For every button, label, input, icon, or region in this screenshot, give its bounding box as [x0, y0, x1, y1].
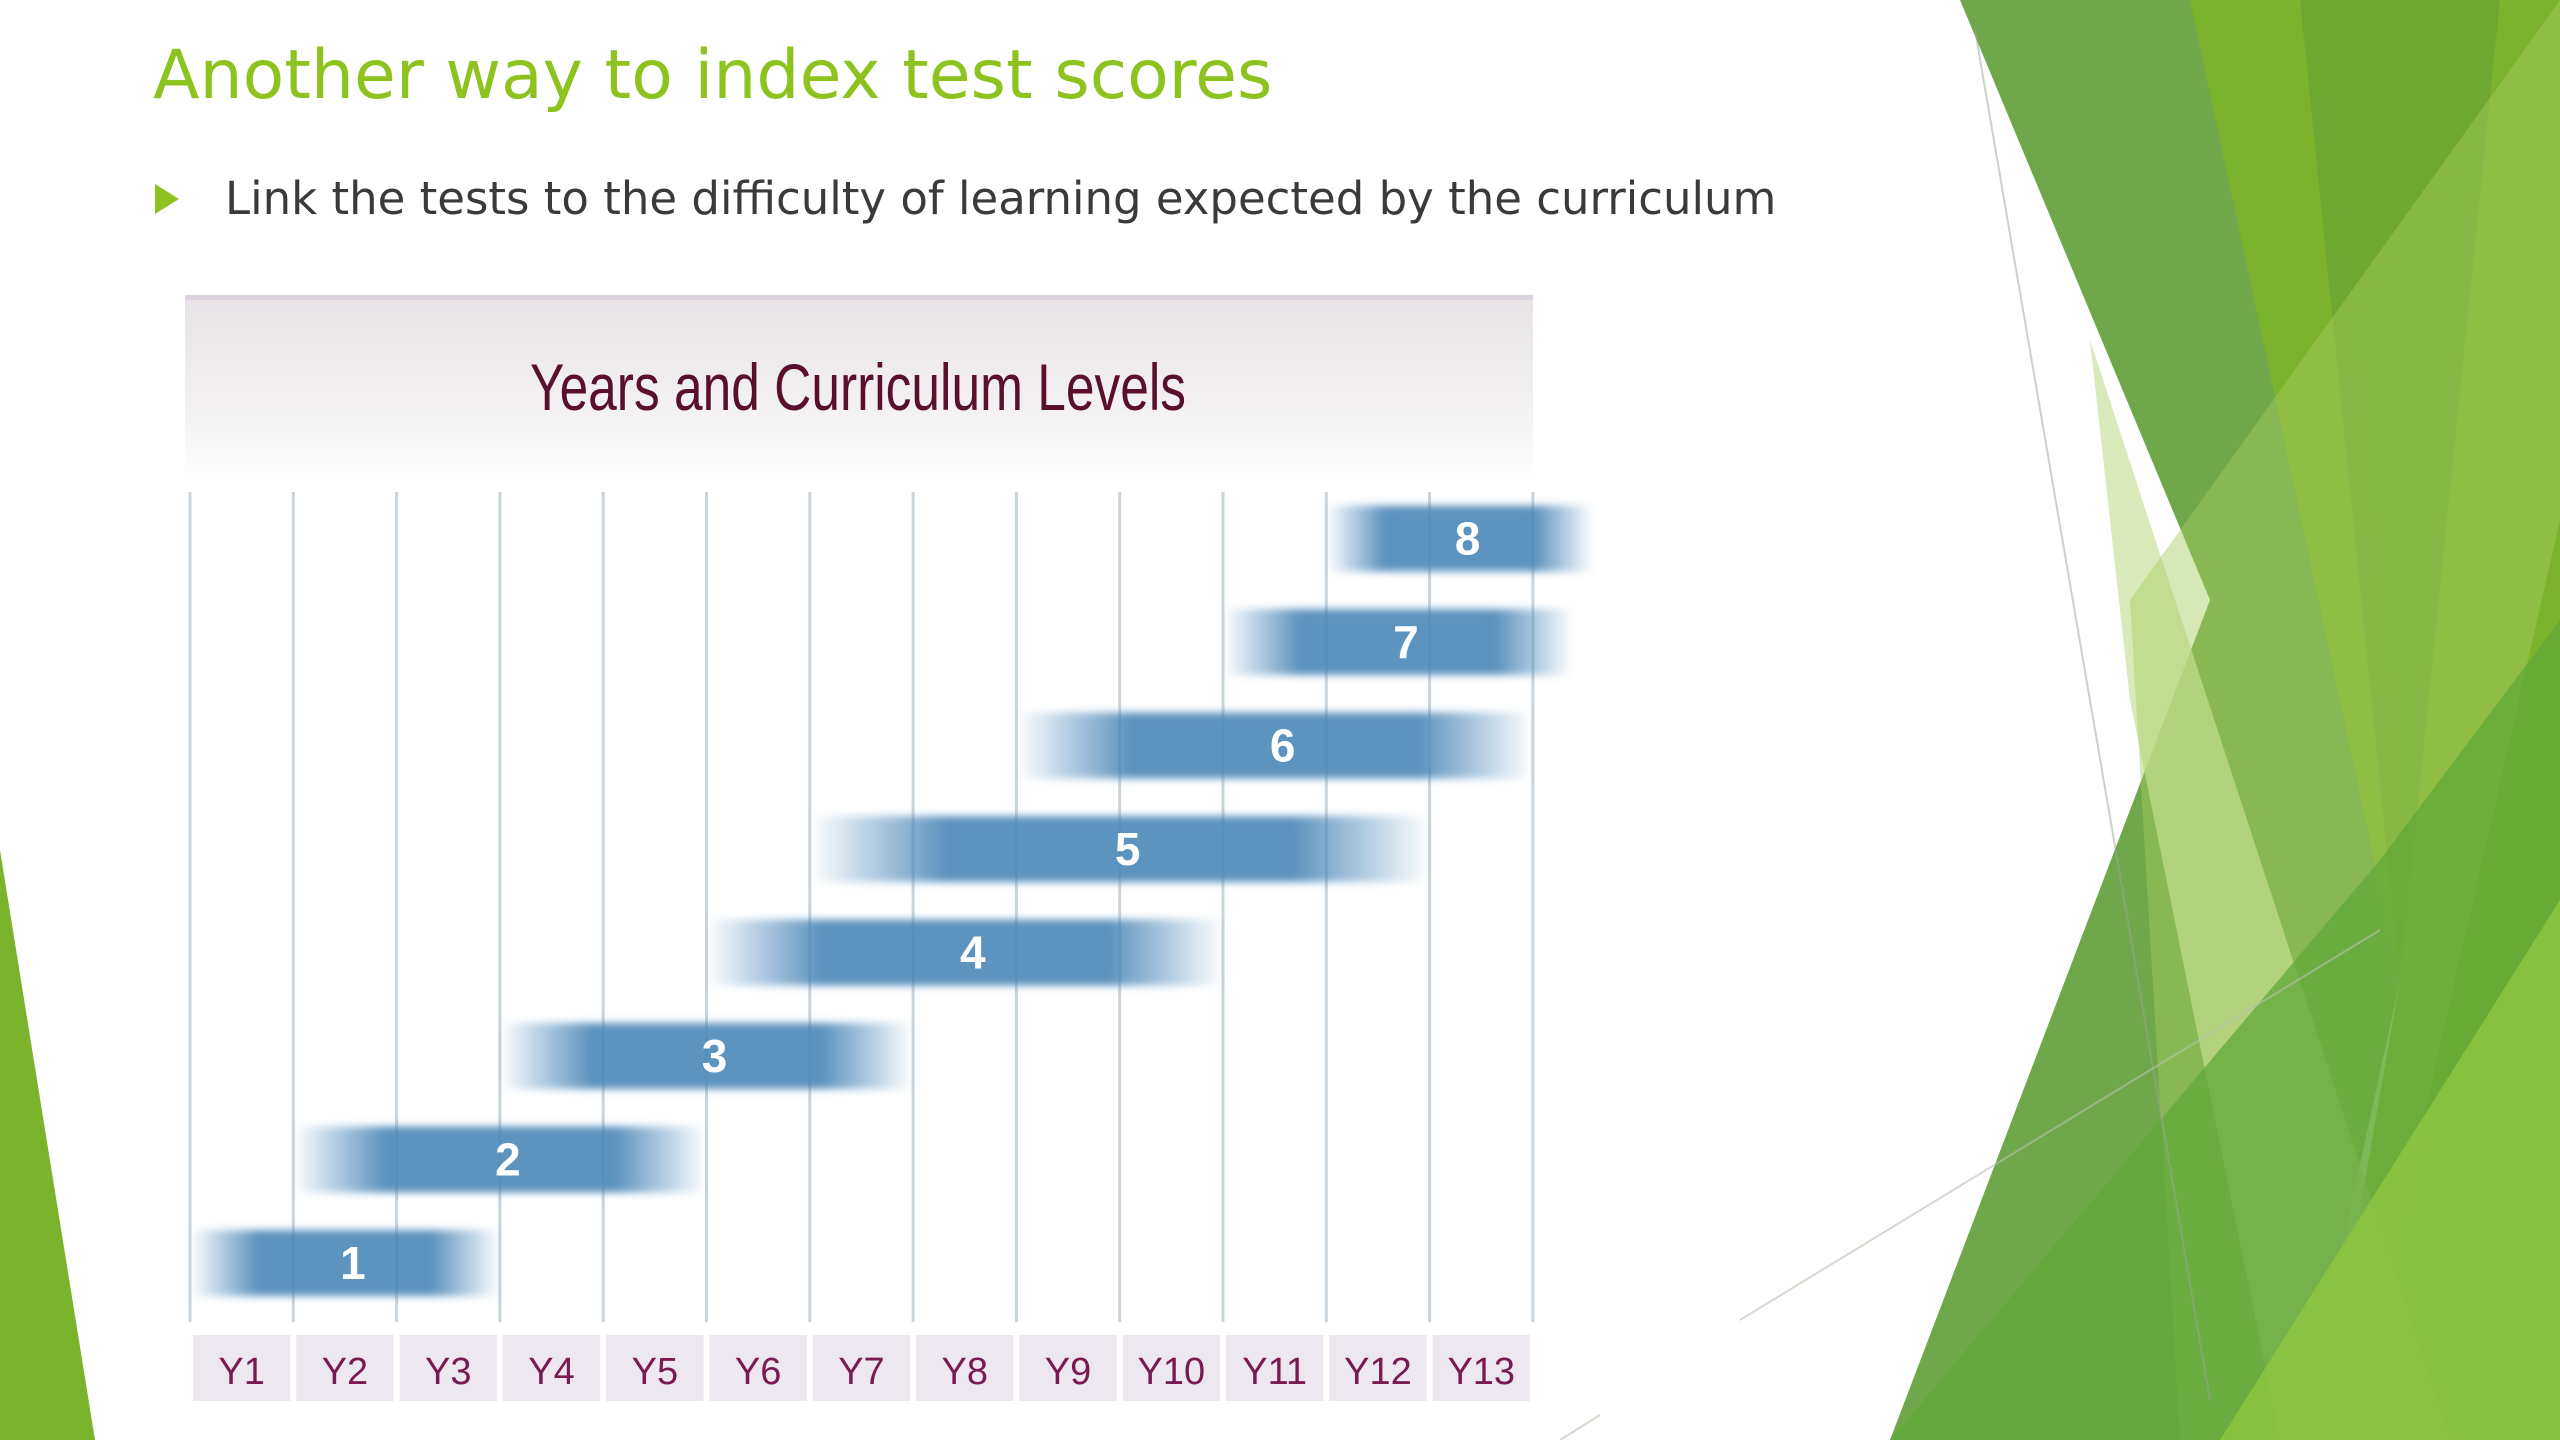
x-tick-label: Y2	[322, 1351, 368, 1393]
bullet-text: Link the tests to the difficulty of lear…	[225, 172, 1777, 225]
x-tick-background	[812, 1335, 911, 1401]
bar-label: 4	[960, 927, 986, 979]
x-tick-label: Y7	[838, 1351, 884, 1393]
x-tick-background	[193, 1335, 291, 1401]
x-tick-label: Y8	[942, 1351, 988, 1393]
x-axis: Y1 Y2 Y3 Y4 Y5 Y6 Y7 Y8 Y9 Y10 Y11 Y12 Y13	[193, 1335, 1530, 1401]
level-bar	[293, 1126, 707, 1193]
chart-header-accent	[185, 295, 1533, 300]
x-tick-label: Y12	[1344, 1351, 1412, 1393]
chart-title: Years and Curriculum Levels	[530, 350, 1186, 425]
x-tick-label: Y13	[1447, 1351, 1515, 1393]
deco-shape	[2300, 0, 2500, 980]
bar-label: 2	[495, 1134, 521, 1186]
bar-label: 5	[1115, 823, 1141, 875]
level-bar	[499, 1023, 914, 1089]
x-tick-background	[606, 1335, 704, 1401]
x-tick-background	[399, 1335, 497, 1401]
x-tick-background	[296, 1335, 394, 1401]
bars: 1 2 3 4 5 6 78	[190, 505, 1593, 1296]
level-bar	[1223, 609, 1573, 675]
deco-shape	[0, 850, 95, 1440]
level-bar	[1016, 712, 1533, 779]
x-tick-label: Y11	[1242, 1351, 1307, 1393]
x-tick-background	[709, 1335, 807, 1401]
deco-line	[1559, 1414, 1601, 1440]
x-tick-label: Y1	[218, 1351, 264, 1393]
chart-header-band	[185, 295, 1533, 485]
level-bar	[1326, 505, 1593, 572]
x-tick-background	[1019, 1335, 1117, 1401]
deco-line	[1974, 29, 2211, 1401]
deco-line	[1739, 929, 2381, 1321]
x-tick-label: Y9	[1045, 1351, 1091, 1393]
x-tick-background	[502, 1335, 601, 1401]
bullet-item: Link the tests to the difficulty of lear…	[155, 172, 1776, 225]
x-tick-background	[1226, 1335, 1324, 1401]
level-bar	[190, 1230, 500, 1296]
x-tick-label: Y4	[528, 1351, 574, 1393]
bar-label: 6	[1270, 720, 1296, 772]
x-tick-background	[1122, 1335, 1220, 1401]
bar-label: 3	[702, 1030, 728, 1082]
slide-title: Another way to index test scores	[153, 36, 1273, 115]
triangle-right-icon	[155, 183, 179, 214]
level-bar	[809, 816, 1430, 882]
bar-label: 7	[1393, 616, 1419, 668]
bar-label: 1	[340, 1237, 366, 1289]
x-tick-label: Y6	[735, 1351, 781, 1393]
x-tick-label: Y3	[425, 1351, 471, 1393]
x-tick-background	[1329, 1335, 1427, 1401]
level-bar	[706, 919, 1223, 986]
x-tick-label: Y5	[632, 1351, 678, 1393]
deco-shape	[2220, 900, 2560, 1440]
bar-label: 8	[1455, 513, 1481, 565]
x-tick-background	[916, 1335, 1014, 1401]
x-tick-label: Y10	[1138, 1351, 1206, 1393]
x-tick-background	[1432, 1335, 1530, 1401]
